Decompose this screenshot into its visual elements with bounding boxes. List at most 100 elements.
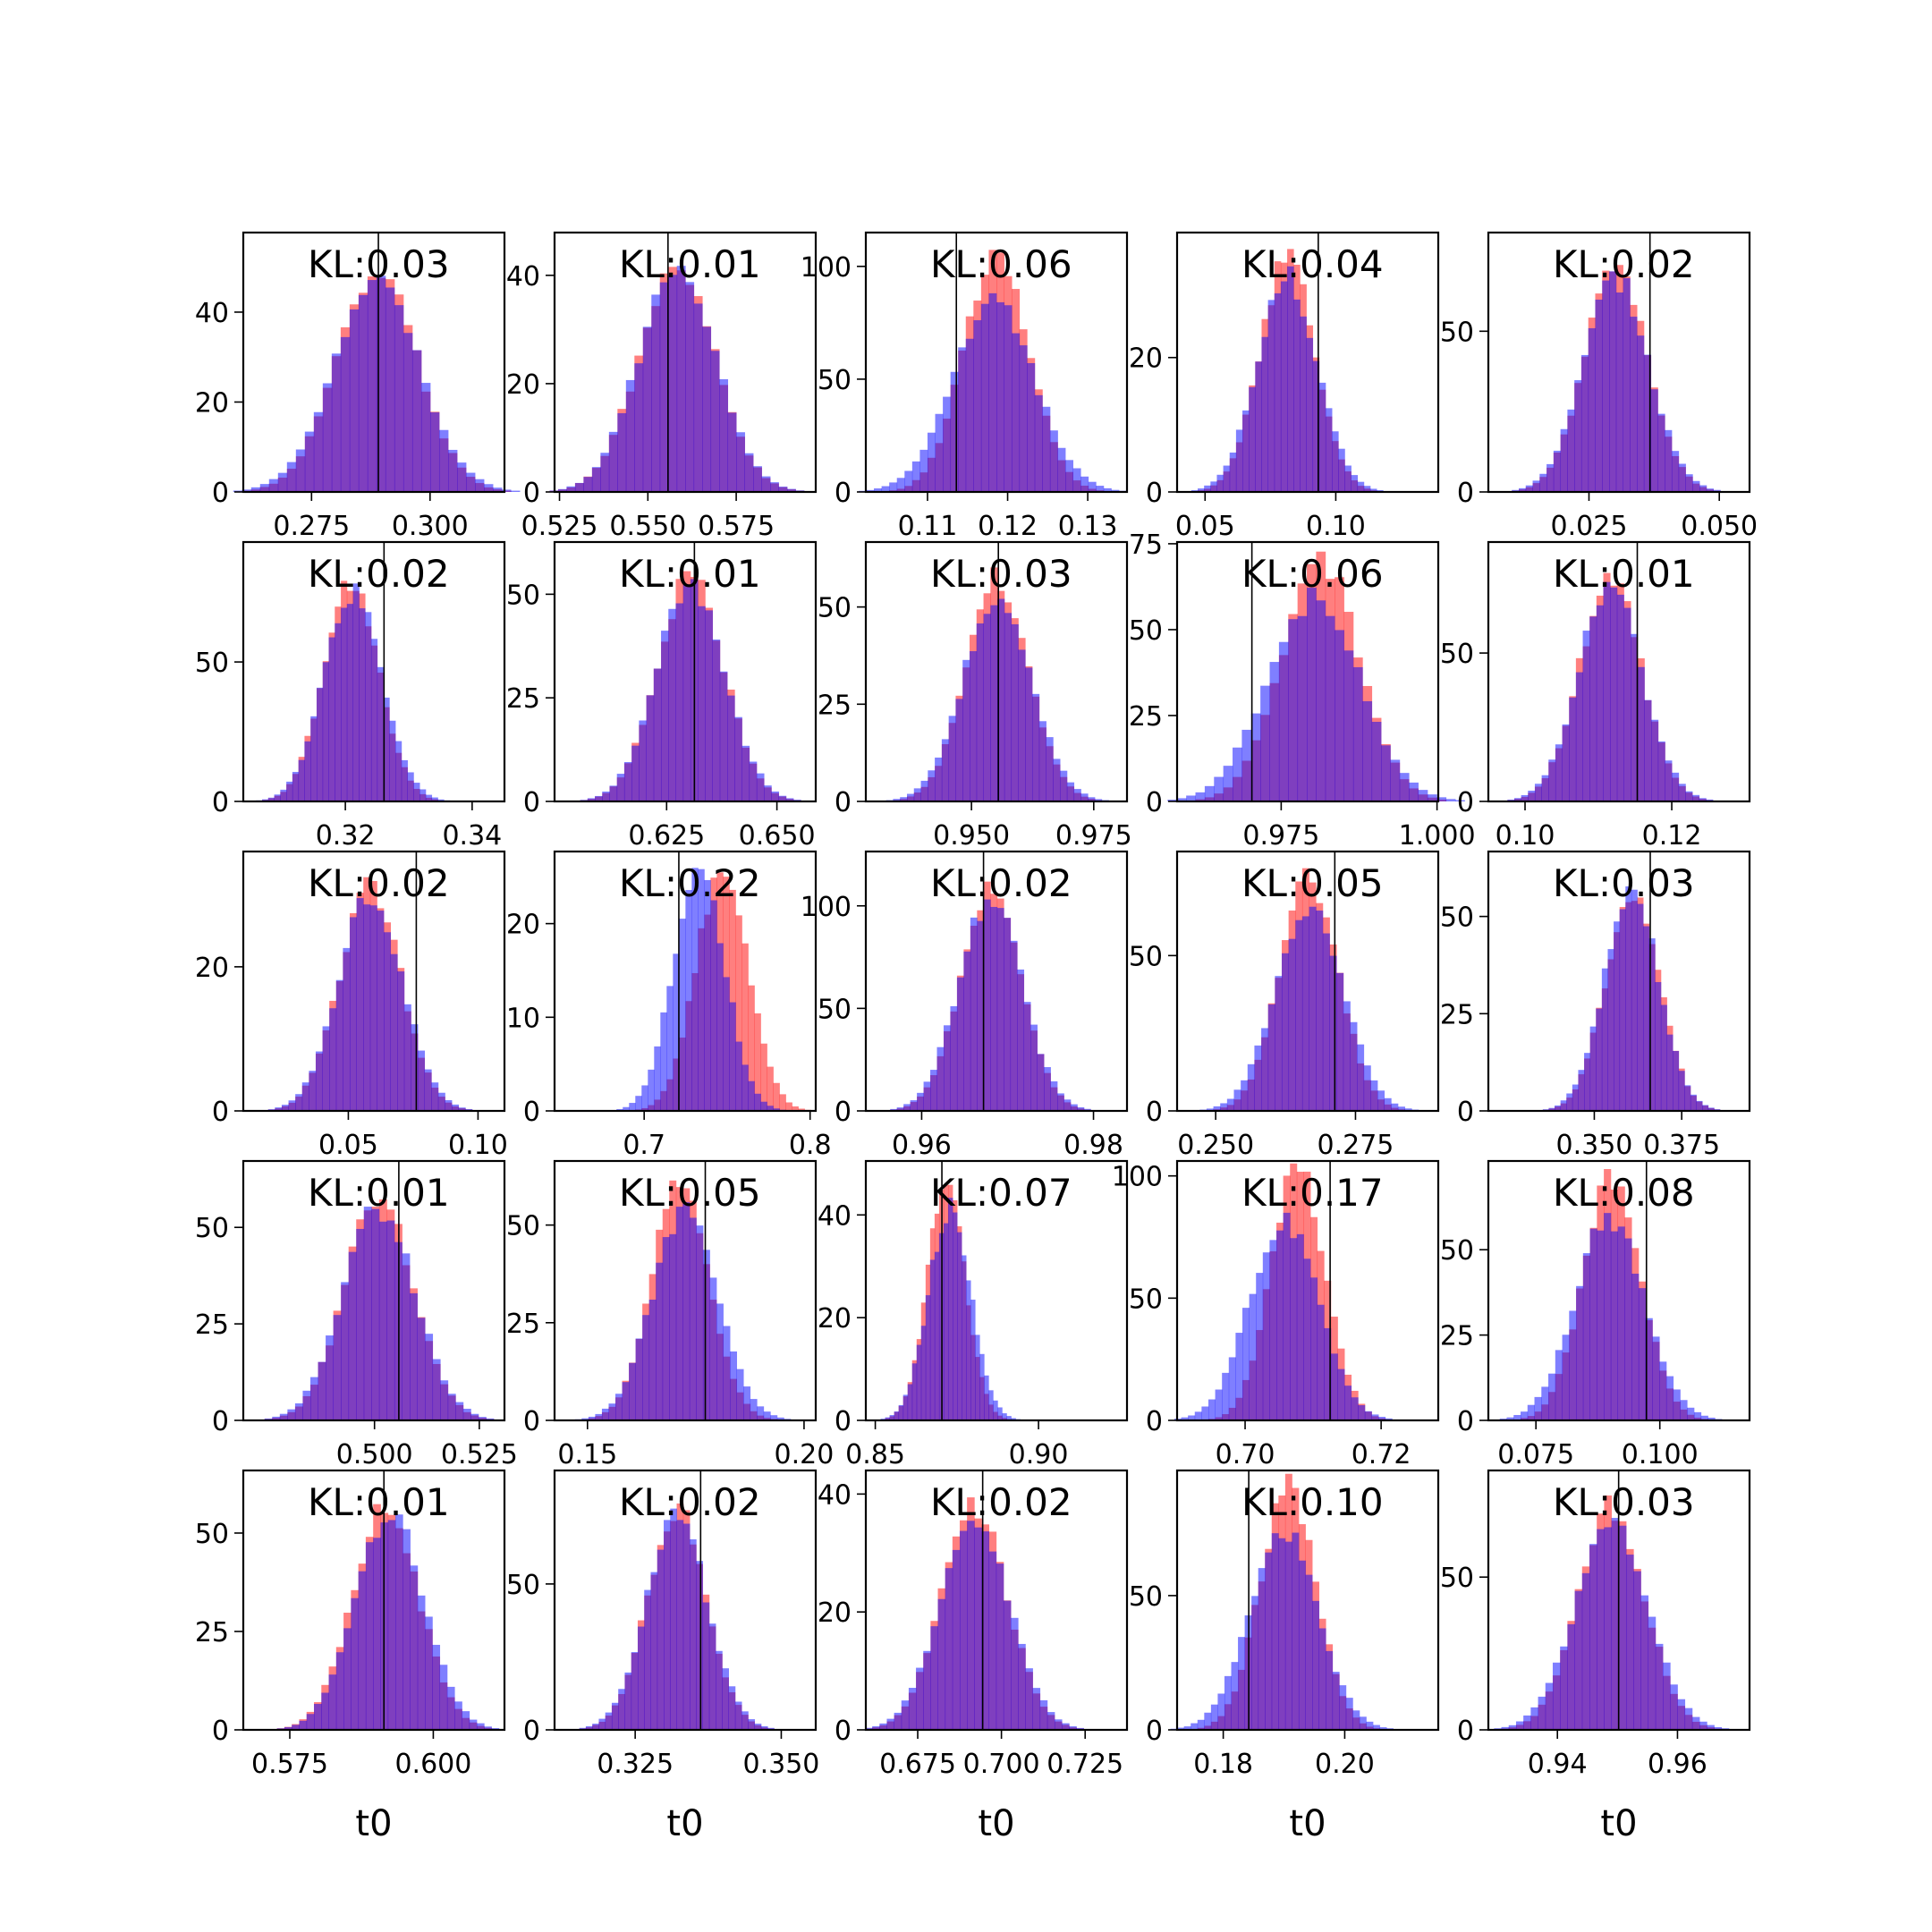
histogram-panel: 0.950 0.975 0 25 50 KL:0.03 (818, 540, 1132, 852)
histogram-bar-series-b (1713, 489, 1721, 492)
x-tick-label: 0.96 (1648, 1749, 1707, 1780)
histogram-bar-series-b (1381, 745, 1391, 801)
histogram-bar-series-b (595, 1413, 603, 1420)
histogram-bar-series-b (997, 598, 1005, 801)
histogram-bar-series-b (1066, 782, 1075, 801)
histogram-bar-series-b (716, 1303, 724, 1420)
histogram-bar-series-b (676, 266, 686, 492)
histogram-bar-series-b (1665, 429, 1673, 492)
histogram-bar-series-b (1188, 1415, 1196, 1420)
histogram-bar-series-b (1560, 1646, 1568, 1730)
histogram-bar-series-b (1065, 460, 1073, 492)
histogram-bar-series-b (340, 336, 351, 492)
x-tick-label: 0.525 (521, 511, 598, 542)
histogram-bar-series-b (734, 1701, 742, 1730)
histogram-bar-series-b (650, 1572, 658, 1730)
histogram-bar-series-b (284, 1726, 292, 1730)
histogram-bar-series-b (242, 489, 252, 492)
histogram-bar-series-b (1077, 1106, 1085, 1111)
histogram-bar-series-b (1615, 292, 1623, 492)
histogram-bar-series-b (1523, 1715, 1531, 1730)
histogram-bar-series-b (1183, 1726, 1191, 1730)
kl-annotation: KL:0.02 (308, 861, 450, 905)
histogram-bar-series-b (923, 1081, 931, 1111)
histogram-bar-series-b (411, 350, 422, 492)
x-tick-label: 0.625 (628, 820, 705, 852)
histogram-bar-series-b (1088, 481, 1097, 492)
axes-frame (242, 540, 506, 803)
histogram-bar-series-b (369, 905, 377, 1111)
histogram-bar-series-b (306, 1714, 315, 1730)
x-axis-label: t0 (978, 1803, 1014, 1844)
histogram-bar-series-b (458, 1107, 466, 1111)
histogram-panel: 0.10 0.12 0 50 KL:0.01 (1440, 540, 1751, 852)
histogram-panel: 0.500 0.525 0 25 50 KL:0.01 (195, 1159, 518, 1470)
histogram-bar-series-b (1249, 386, 1256, 492)
y-tick-label: 0 (523, 787, 540, 818)
histogram-bar-series-b (1508, 1724, 1517, 1730)
histogram-bar-series-b (962, 659, 970, 801)
x-tick-label: 0.975 (1242, 820, 1319, 852)
histogram-bar-series-b (773, 1108, 780, 1111)
kl-annotation: KL:0.01 (619, 242, 761, 286)
kl-annotation: KL:0.10 (1241, 1480, 1384, 1524)
histogram-bar-series-b (1295, 919, 1303, 1111)
histogram-bar-series-b (1336, 972, 1344, 1111)
histogram-bar-series-b (1042, 406, 1051, 492)
histogram-bar-series-b (384, 932, 392, 1111)
x-tick-label: 0.300 (392, 511, 469, 542)
histogram-bar-series-b (1231, 1662, 1239, 1730)
histogram-bar-series-b (1706, 488, 1714, 492)
axes-frame (1175, 850, 1440, 1113)
kl-annotation: KL:0.03 (1553, 1480, 1695, 1524)
histogram-bar-series-b (591, 467, 601, 492)
histogram-bar-series-b (903, 1104, 911, 1111)
histogram-bar-series-b (659, 282, 669, 492)
histogram-bar-series-b (760, 1725, 768, 1730)
histogram-bar-series-b (455, 1402, 464, 1420)
histogram-bar-series-b (1204, 1712, 1212, 1730)
histogram-bar-series-b (696, 1561, 703, 1730)
histogram-bar-series-b (383, 697, 390, 801)
histogram-bar-series-b (1046, 737, 1054, 801)
histogram-bar-series-b (750, 1399, 758, 1420)
histogram-bar-series-b (1555, 1350, 1563, 1420)
histogram-bar-series-b (1325, 615, 1335, 801)
histogram-bar-series-b (286, 462, 297, 492)
y-tick-label: 0 (1457, 1716, 1474, 1747)
y-tick-label: 50 (506, 580, 540, 611)
histogram-bar-series-b (952, 1549, 961, 1730)
histogram-bar-series-b (1011, 623, 1019, 801)
histogram-bar-series-b (1399, 773, 1410, 801)
histogram-bar-series-b (1521, 1411, 1529, 1420)
histogram-bar-series-b (1611, 1518, 1620, 1730)
histogram-bar-series-b (764, 785, 772, 801)
histogram-bar-series-b (1530, 1707, 1538, 1730)
histogram-bar-series-b (1344, 465, 1352, 492)
histogram-bar-series-b (702, 1250, 710, 1420)
histogram-bar-series-b (1050, 1080, 1058, 1111)
histogram-bar-series-b (786, 488, 796, 492)
histogram-bar-series-b (1181, 1417, 1189, 1420)
x-tick-label: 0.05 (318, 1130, 378, 1161)
histogram-bar-series-b (919, 449, 928, 492)
histogram-bar-series-b (1017, 969, 1025, 1111)
histogram-bar-series-b (770, 482, 779, 492)
histogram-bar-series-b (309, 1377, 318, 1420)
histogram-bar-series-b (894, 1712, 902, 1730)
histogram-bar-series-b (698, 869, 705, 1111)
histogram-bar-series-b (947, 1198, 953, 1420)
x-tick-label: 0.11 (898, 511, 958, 542)
histogram-bar-series-b (943, 1223, 949, 1420)
axes-frame (242, 231, 506, 494)
histogram-bar-series-b (1588, 327, 1596, 492)
histogram-bar-series-b (920, 780, 928, 801)
x-axis-label: t0 (1600, 1803, 1637, 1844)
histogram-bar-series-b (669, 1233, 677, 1420)
histogram-bar-series-b (1371, 1414, 1379, 1420)
histogram-bar-series-b (1672, 772, 1680, 801)
histogram-bar-series-b (294, 1402, 303, 1420)
histogram-bar-series-b (313, 411, 324, 492)
histogram-bar-series-b (963, 951, 971, 1111)
x-tick-label: 0.250 (1177, 1130, 1254, 1161)
